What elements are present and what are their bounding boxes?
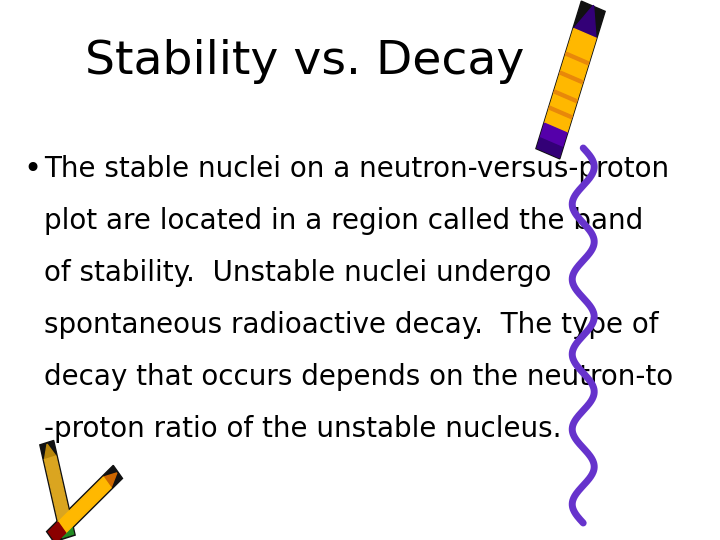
Text: decay that occurs depends on the neutron-to: decay that occurs depends on the neutron… (44, 363, 673, 391)
Polygon shape (544, 29, 596, 133)
Polygon shape (47, 465, 122, 540)
Text: plot are located in a region called the band: plot are located in a region called the … (44, 207, 643, 235)
Polygon shape (536, 1, 605, 159)
Polygon shape (45, 456, 71, 524)
Text: spontaneous radioactive decay.  The type of: spontaneous radioactive decay. The type … (44, 311, 659, 339)
Polygon shape (549, 106, 572, 119)
Polygon shape (566, 52, 589, 65)
Text: •: • (24, 155, 42, 184)
Polygon shape (48, 522, 66, 540)
Polygon shape (40, 441, 75, 539)
Polygon shape (58, 477, 111, 533)
Polygon shape (540, 123, 567, 147)
Text: -proton ratio of the unstable nucleus.: -proton ratio of the unstable nucleus. (44, 415, 562, 443)
Polygon shape (59, 521, 73, 538)
Polygon shape (537, 138, 562, 158)
Polygon shape (559, 71, 583, 84)
Polygon shape (554, 90, 577, 103)
Text: of stability.  Unstable nuclei undergo: of stability. Unstable nuclei undergo (44, 259, 552, 287)
Polygon shape (45, 444, 56, 460)
Polygon shape (104, 473, 117, 488)
Polygon shape (574, 5, 596, 38)
Text: Stability vs. Decay: Stability vs. Decay (85, 39, 524, 84)
Text: The stable nuclei on a neutron-versus-proton: The stable nuclei on a neutron-versus-pr… (44, 155, 669, 183)
